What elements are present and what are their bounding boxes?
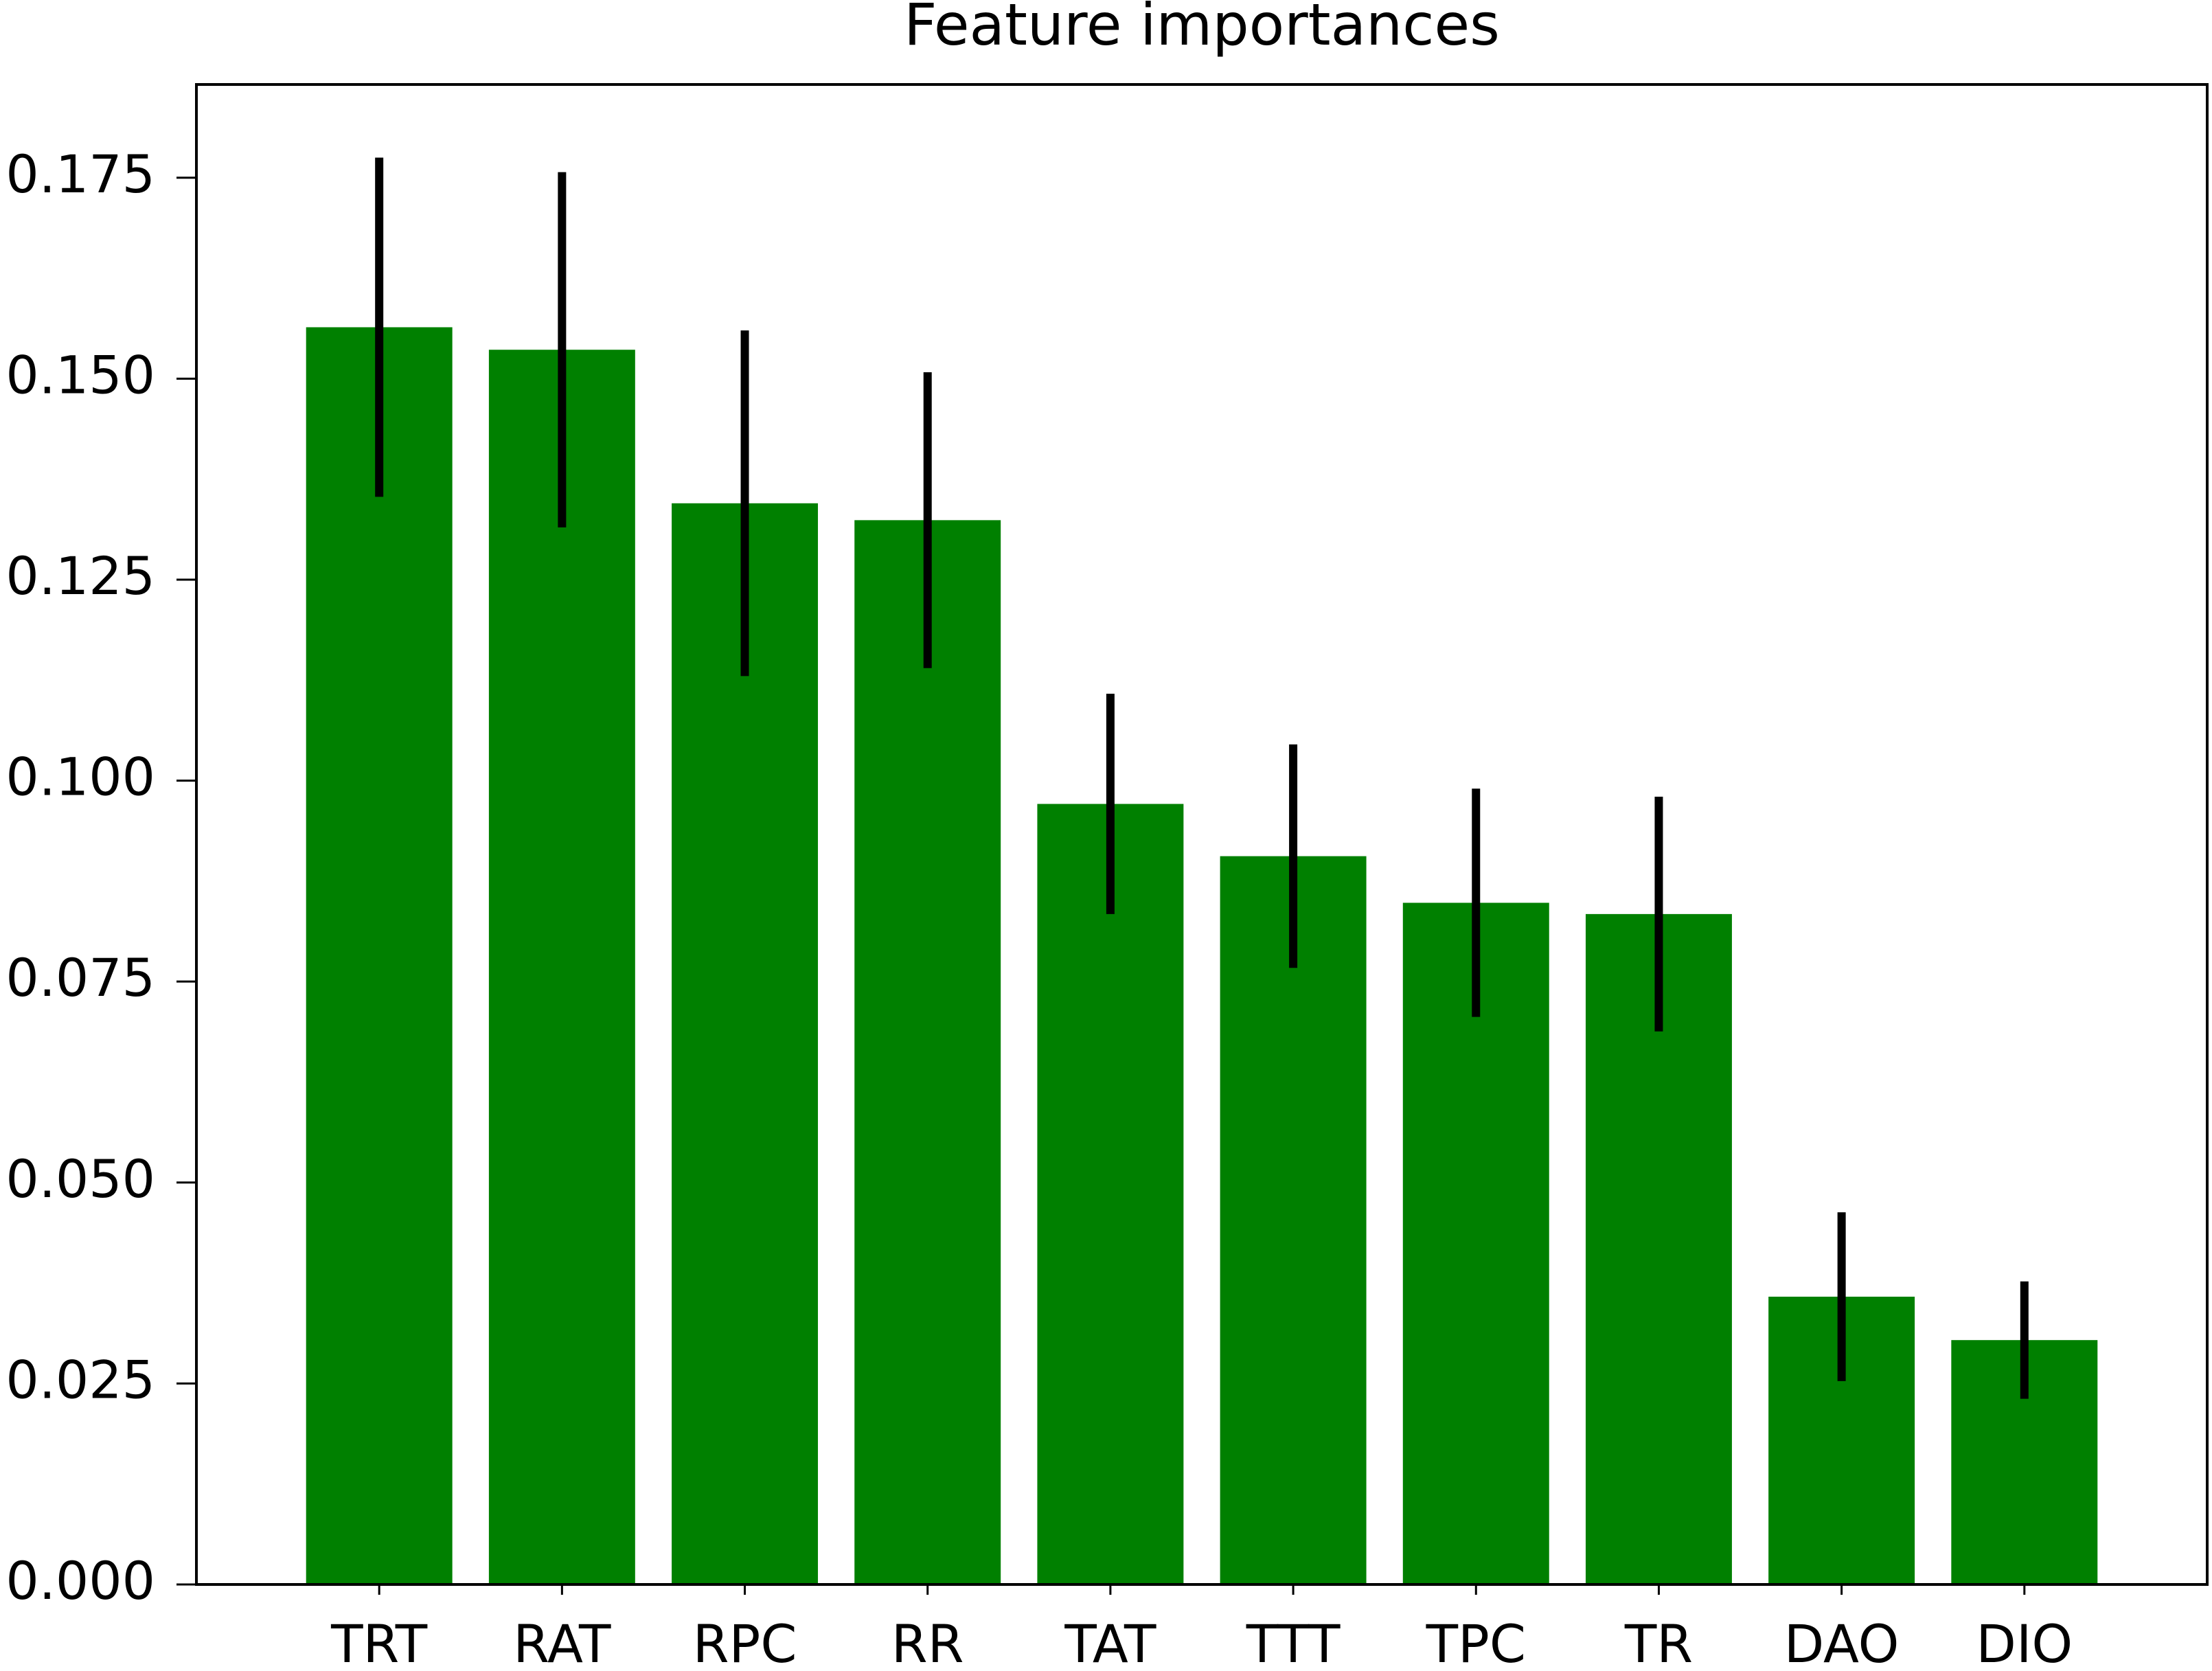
bar — [672, 503, 819, 1584]
y-tick-label: 0.000 — [5, 1550, 155, 1611]
x-tick-label: TAT — [1064, 1613, 1156, 1671]
chart-title: Feature importances — [904, 0, 1500, 58]
y-tick-label: 0.025 — [5, 1349, 155, 1410]
y-tick-label: 0.100 — [5, 747, 155, 808]
bar — [1037, 804, 1184, 1584]
x-tick-label: RR — [891, 1613, 964, 1671]
y-tick-label: 0.050 — [5, 1148, 155, 1209]
x-tick-label: TRT — [330, 1613, 428, 1671]
x-tick-label: DAO — [1784, 1613, 1900, 1671]
x-tick-label: RPC — [693, 1613, 797, 1671]
y-tick-label: 0.125 — [5, 545, 155, 606]
y-tick-label: 0.175 — [5, 144, 155, 205]
bar — [488, 350, 635, 1585]
y-tick-label: 0.150 — [5, 344, 155, 405]
x-tick-label: TPC — [1426, 1613, 1526, 1671]
x-tick-label: DIO — [1976, 1613, 2073, 1671]
bar — [306, 327, 453, 1584]
x-tick-label: RAT — [513, 1613, 611, 1671]
y-tick-label: 0.075 — [5, 947, 155, 1008]
plot-frame — [195, 83, 2209, 1586]
bar — [1220, 856, 1367, 1584]
bar — [854, 520, 1001, 1584]
x-tick-label: TR — [1624, 1613, 1693, 1671]
x-tick-label: TTT — [1246, 1613, 1341, 1671]
